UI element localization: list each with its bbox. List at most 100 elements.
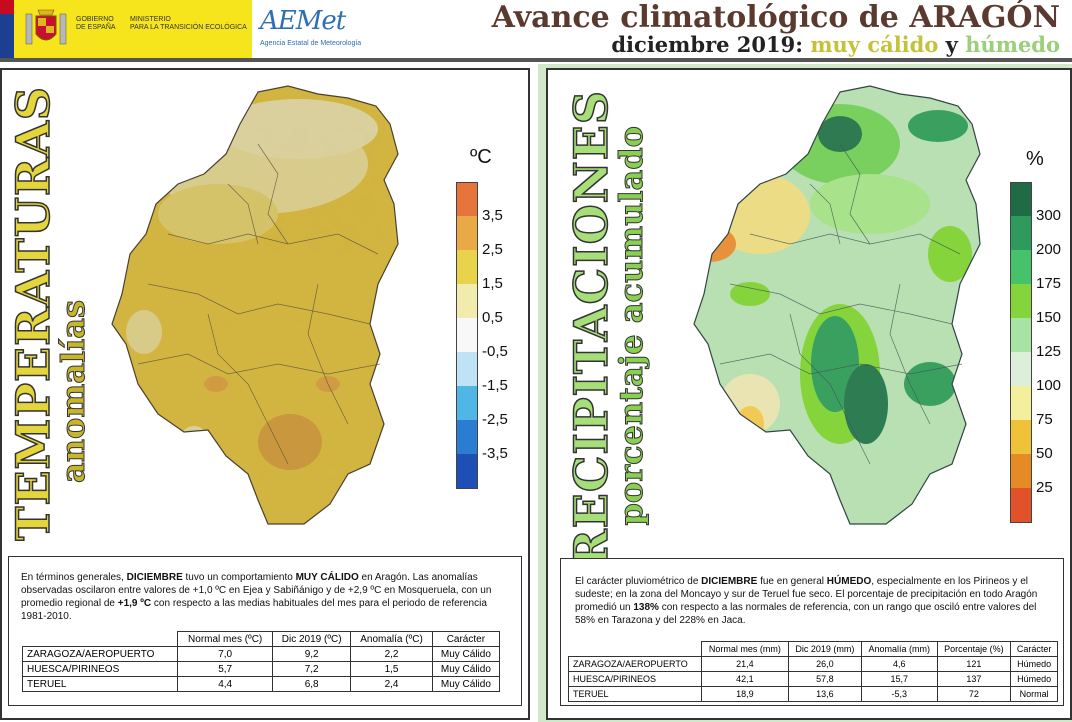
temperature-table-cell: 2,4 <box>350 676 433 692</box>
temperature-table-cell: ZARAGOZA/AEROPUERTO <box>21 646 179 662</box>
temperature-table-cell: Muy Cálido <box>431 676 501 692</box>
precipitation-table-cell: 4,6 <box>860 656 938 672</box>
temperature-unit: ºC <box>470 146 492 168</box>
precipitation-table-cell: Húmedo <box>1010 671 1058 687</box>
precipitation-table-header: Anomalía (mm) <box>860 641 938 657</box>
temperature-table-cell: HUESCA/PIRINEOS <box>21 661 179 677</box>
page-title: Avance climatológico de ARAGÓN <box>492 0 1060 35</box>
temperature-table-cell: 5,7 <box>177 661 274 677</box>
header-divider <box>0 58 1072 62</box>
coat-of-arms-icon <box>25 9 67 45</box>
precipitation-summary-part: 138% <box>633 602 659 613</box>
temperature-table-row: ZARAGOZA/AEROPUERTO 7,0 9,2 2,2 Muy Cálido <box>21 646 501 662</box>
precipitation-table-cell: 18,9 <box>700 686 789 702</box>
precipitation-table-cell: HUESCA/PIRINEOS <box>568 671 702 687</box>
precipitation-table: Normal mes (mm) Dic 2019 (mm) Anomalía (mm… <box>568 641 1058 702</box>
temperature-table-cell: 7,0 <box>177 646 274 662</box>
precipitation-legend-label: 75 <box>1036 411 1053 428</box>
precipitation-legend-label: 50 <box>1036 445 1053 462</box>
subtitle-period: diciembre 2019: <box>611 32 803 57</box>
temperature-legend-swatch <box>456 284 478 318</box>
temperature-legend-label: 3,5 <box>482 207 503 224</box>
precipitation-table-cell: 42,1 <box>700 671 789 687</box>
precipitation-table-row: HUESCA/PIRINEOS 42,1 57,8 15,7 137 Húmedo <box>568 671 1058 687</box>
temperature-table-header: Anomalía (ºC) <box>350 631 433 647</box>
precipitation-legend-swatch <box>1010 386 1032 420</box>
gobierno-logo: GOBIERNO DE ESPAÑA MINISTERIO PARA LA TR… <box>14 0 252 58</box>
temperature-summary: En términos generales, DICIEMBRE tuvo un… <box>21 571 509 623</box>
temperature-legend-swatch <box>456 420 478 454</box>
temperature-vertical-subtitle: anomalías <box>54 300 93 484</box>
precipitation-legend-swatch <box>1010 284 1032 318</box>
precipitation-table-cell: 72 <box>936 686 1012 702</box>
title-region: ARAGÓN <box>909 0 1060 35</box>
temperature-legend-label: 0,5 <box>482 309 503 326</box>
temperature-legend-swatch <box>456 250 478 284</box>
precipitation-table-cell: TERUEL <box>568 686 702 702</box>
temperature-summary-part: +1,9 ºC <box>117 598 152 609</box>
temperature-legend-swatch <box>456 386 478 420</box>
precipitation-summary-part: DICIEMBRE <box>701 576 758 587</box>
temperature-table-header: Normal mes (ºC) <box>177 631 274 647</box>
precipitation-table-cell: 121 <box>936 656 1012 672</box>
precipitation-vertical-title: PRECIPITACIONES <box>563 89 619 604</box>
subtitle-warm: muy cálido <box>810 32 939 57</box>
precipitation-legend-swatch <box>1010 250 1032 284</box>
subtitle-wet: húmedo <box>965 32 1060 57</box>
temperature-table-cell: 9,2 <box>272 646 352 662</box>
temperature-legend-label: -2,5 <box>482 411 508 428</box>
precipitation-legend-label: 100 <box>1036 377 1062 394</box>
temperature-table-header: Carácter <box>431 631 501 647</box>
temperature-table-cell: 1,5 <box>350 661 433 677</box>
precipitation-table-cell: 13,6 <box>787 686 862 702</box>
temperature-legend-swatch <box>456 352 478 386</box>
precipitation-table-row: TERUEL 18,9 13,6 -5,3 72 Normal <box>568 686 1058 702</box>
precipitation-summary-part: El carácter pluviométrico de <box>575 576 702 587</box>
temperature-vertical-title: TEMPERATURAS <box>5 85 61 541</box>
precipitation-map <box>693 85 981 525</box>
precipitation-summary-part: HÚMEDO <box>826 576 872 587</box>
temperature-summary-part: en Aragón. Las anomalías observadas osci… <box>21 572 492 609</box>
precipitation-table-header: Normal mes (mm) <box>700 641 789 657</box>
precipitation-legend-swatch <box>1010 454 1032 488</box>
precipitation-table-cell: Normal <box>1010 686 1058 702</box>
precipitation-table-corner <box>569 642 702 657</box>
precipitation-legend-label: 25 <box>1036 479 1053 496</box>
temperature-summary-part: MUY CÁLIDO <box>295 572 359 583</box>
precipitation-table-cell: ZARAGOZA/AEROPUERTO <box>568 656 702 672</box>
temperature-table-cell: TERUEL <box>21 676 179 692</box>
temperature-table-header: Dic 2019 (ºC) <box>272 631 352 647</box>
ministerio-line2: PARA LA TRANSICIÓN ECOLÓGICA <box>130 24 247 31</box>
temperature-table-cell: Muy Cálido <box>431 646 501 662</box>
temperature-summary-part: En términos generales, <box>21 572 127 583</box>
subtitle-and: y <box>945 32 958 57</box>
precipitation-summary: El carácter pluviométrico de DICIEMBRE f… <box>575 575 1053 627</box>
precipitation-table-header: Carácter <box>1010 641 1058 657</box>
temperature-legend-swatch <box>456 454 478 489</box>
precipitation-table-cell: Húmedo <box>1010 656 1058 672</box>
precipitation-table-row: ZARAGOZA/AEROPUERTO 21,4 26,0 4,6 121 Húmedo <box>568 656 1058 672</box>
precipitation-legend-swatch <box>1010 352 1032 386</box>
temperature-legend-label: -3,5 <box>482 445 508 462</box>
temperature-table-header-row: Normal mes (ºC) Dic 2019 (ºC) Anomalía (ºC… <box>23 631 501 647</box>
title-prefix: Avance climatológico de <box>491 0 899 35</box>
precipitation-table-cell: 26,0 <box>787 656 862 672</box>
precipitation-legend-swatch <box>1010 216 1032 250</box>
precipitation-table-cell: 21,4 <box>700 656 789 672</box>
temperature-summary-part: DICIEMBRE <box>126 572 183 583</box>
precipitation-summary-part: con respecto a las normales de referenci… <box>575 602 1037 626</box>
temperature-table-cell: 6,8 <box>272 676 352 692</box>
precipitation-table-header-row: Normal mes (mm) Dic 2019 (mm) Anomalía (mm… <box>569 641 1058 657</box>
temperature-table-row: TERUEL 4,4 6,8 2,4 Muy Cálido <box>21 676 501 692</box>
precipitation-legend-swatch <box>1010 488 1032 523</box>
precipitation-table-header: Porcentaje (%) <box>936 641 1012 657</box>
precipitation-vertical-subtitle: porcentaje acumulado <box>612 126 651 527</box>
temperature-legend-swatch <box>456 216 478 250</box>
aemet-logo-text: AEMet <box>260 6 346 36</box>
temperature-map <box>111 85 399 525</box>
precipitation-table-cell: -5,3 <box>860 686 938 702</box>
precipitation-legend-label: 150 <box>1036 309 1062 326</box>
temperature-table: Normal mes (ºC) Dic 2019 (ºC) Anomalía (ºC… <box>21 631 501 692</box>
ministerio-line1: MINISTERIO <box>130 16 171 23</box>
temperature-legend-label: -1,5 <box>482 377 508 394</box>
